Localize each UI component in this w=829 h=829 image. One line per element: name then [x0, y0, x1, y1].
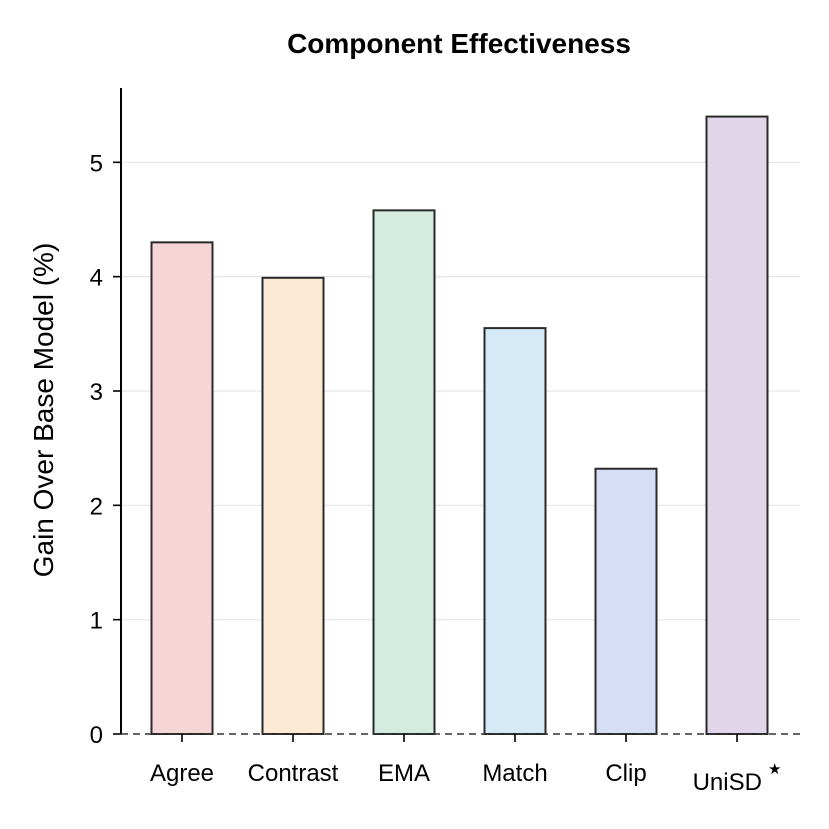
x-tick-label-text: UniSD — [693, 769, 762, 796]
bar-contrast — [261, 276, 325, 735]
y-tick-label: 1 — [90, 608, 103, 635]
x-ticks: Agree Contrast EMA Match Clip UniSD ★ — [150, 734, 781, 796]
y-tick-label: 2 — [90, 493, 103, 520]
x-tick-label: Match — [482, 760, 547, 787]
x-tick-label-text: Clip — [605, 760, 646, 787]
x-tick-label: Clip — [605, 760, 646, 787]
y-tick-label: 4 — [90, 265, 103, 292]
x-tick-label-superscript: ★ — [768, 761, 781, 778]
x-tick-label-text: Contrast — [248, 760, 339, 787]
y-tick-label: 0 — [90, 722, 103, 749]
bars — [150, 115, 769, 736]
bar-match — [483, 327, 547, 735]
x-tick-label: EMA — [378, 760, 430, 787]
y-axis-label: Gain Over Base Model (%) — [28, 243, 59, 578]
x-tick-label: Contrast — [248, 760, 339, 787]
x-tick-label: UniSD ★ — [693, 761, 782, 796]
gridlines — [121, 161, 800, 621]
bar-agree — [150, 241, 214, 736]
x-tick-label-text: Match — [482, 760, 547, 787]
bar-ema — [372, 209, 436, 735]
y-ticks: 0 1 2 3 4 5 — [90, 150, 121, 749]
x-tick-label-text: EMA — [378, 760, 430, 787]
y-tick-label: 5 — [90, 150, 103, 177]
bar-unisd — [705, 115, 769, 736]
x-tick-label: Agree — [150, 760, 214, 787]
y-tick-label: 3 — [90, 379, 103, 406]
x-tick-label-text: Agree — [150, 760, 214, 787]
chart-title: Component Effectiveness — [287, 28, 631, 59]
bar-clip — [594, 467, 658, 735]
axes — [120, 88, 800, 735]
